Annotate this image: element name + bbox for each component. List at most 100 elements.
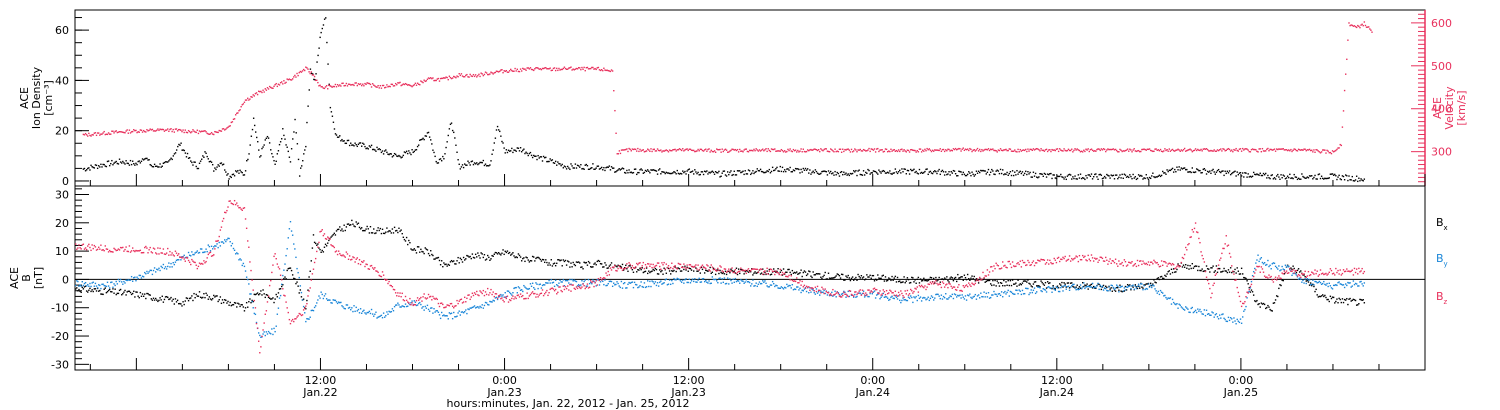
bx-series-point	[710, 272, 712, 275]
bx-series-point	[121, 294, 123, 296]
bx-series-point	[717, 269, 719, 271]
ion-density-series-point	[572, 167, 574, 169]
velocity-series-point	[543, 67, 546, 69]
ion-density-series-point	[1334, 173, 1336, 176]
ion-density-series-point	[1335, 175, 1337, 177]
bz-series-point	[172, 254, 174, 256]
bx-series-point	[180, 303, 182, 305]
ion-density-series-point	[906, 169, 909, 172]
bx-series-point	[1014, 283, 1016, 285]
ion-density-series-point	[783, 169, 786, 171]
velocity-series-point	[1158, 150, 1161, 152]
ion-density-series-point	[1319, 177, 1322, 180]
by-series-point	[1216, 316, 1219, 318]
ion-density-series-point	[776, 166, 778, 169]
by-series-point	[1330, 287, 1333, 289]
by-series-point	[274, 330, 276, 333]
ion-density-series-point	[1145, 174, 1147, 176]
ion-density-series-point	[142, 159, 145, 161]
velocity-series-point	[1260, 150, 1263, 153]
velocity-series-point	[1107, 148, 1109, 150]
velocity-series-point	[94, 132, 97, 134]
velocity-series-point	[116, 131, 119, 134]
by-series-point	[1171, 298, 1174, 301]
velocity-series-point	[1212, 150, 1214, 152]
velocity-series-point	[198, 130, 201, 132]
by-series-point	[1065, 288, 1067, 290]
velocity-series-point	[806, 149, 809, 151]
by-series-point	[1221, 313, 1223, 316]
bx-series-point	[324, 243, 327, 246]
ion-density-series-point	[424, 135, 426, 137]
by-series-point	[917, 294, 920, 297]
bx-series-point	[1063, 282, 1065, 284]
bx-series-point	[442, 265, 444, 268]
ion-density-series-point	[529, 151, 532, 154]
by-series-point	[537, 287, 539, 290]
ion-density-series-point	[1189, 170, 1191, 173]
velocity-series-point	[153, 130, 156, 132]
ion-density-series-point	[513, 149, 515, 151]
velocity-series-point	[726, 151, 729, 153]
by-series-point	[490, 301, 492, 303]
velocity-series-point	[867, 149, 869, 151]
velocity-series-point	[527, 67, 529, 69]
velocity-series-point	[368, 82, 371, 85]
by-series-point	[993, 290, 995, 293]
by-series-point	[342, 306, 344, 308]
by-series-point	[294, 248, 296, 250]
ion-density-series-point	[929, 170, 932, 173]
velocity-series-point	[929, 149, 932, 151]
bx-series-point	[213, 294, 215, 297]
bx-series-point	[1010, 284, 1013, 287]
ion-density-series-point	[821, 170, 823, 173]
velocity-series-point	[515, 70, 517, 72]
bx-series-point	[337, 228, 340, 231]
velocity-series-point	[1109, 148, 1111, 151]
ion-density-series-point	[198, 162, 201, 164]
by-series-point	[1180, 306, 1183, 308]
by-series-point	[461, 311, 464, 313]
by-series-point	[608, 280, 611, 283]
ion-density-series-point	[567, 165, 569, 168]
ion-density-series-point	[436, 162, 439, 164]
by-series-point	[879, 297, 881, 300]
by-series-point	[869, 292, 871, 295]
bx-series-point	[314, 242, 317, 245]
ion-density-series-point	[1132, 173, 1134, 176]
velocity-series-point	[311, 74, 314, 76]
velocity-series-point	[1308, 148, 1311, 151]
by-series-point	[1188, 311, 1190, 313]
velocity-series-point	[222, 128, 225, 130]
bx-series-point	[786, 271, 788, 273]
velocity-series-point	[1198, 149, 1200, 151]
ion-density-series-point	[103, 163, 105, 166]
by-series-point	[840, 293, 843, 295]
by-series-point	[928, 299, 931, 302]
bx-series-point	[1088, 285, 1090, 287]
bx-series-point	[217, 300, 219, 303]
ion-density-series-point	[1278, 176, 1280, 178]
bx-series-point	[381, 228, 384, 231]
bx-series-point	[1155, 282, 1157, 284]
bx-series-point	[1033, 281, 1036, 283]
by-series-point	[890, 296, 892, 299]
ion-density-series-point	[900, 172, 902, 174]
ion-density-series-point	[309, 68, 312, 70]
bx-series-point	[808, 270, 810, 272]
ion-density-series-point	[1255, 173, 1257, 176]
velocity-series-point	[324, 86, 327, 88]
bx-series-point	[242, 306, 245, 308]
bx-series-point	[474, 253, 477, 256]
bx-series-point	[207, 298, 209, 300]
ion-density-series-point	[317, 54, 319, 57]
by-series-point	[202, 251, 204, 254]
velocity-series-point	[244, 99, 247, 101]
bx-series-point	[576, 261, 579, 264]
ion-density-series-point	[959, 170, 961, 173]
by-series-point	[916, 299, 918, 302]
by-series-point	[1096, 285, 1098, 287]
ion-density-series-point	[134, 164, 136, 166]
by-series-point	[84, 281, 87, 284]
bx-series-point	[1342, 301, 1345, 304]
